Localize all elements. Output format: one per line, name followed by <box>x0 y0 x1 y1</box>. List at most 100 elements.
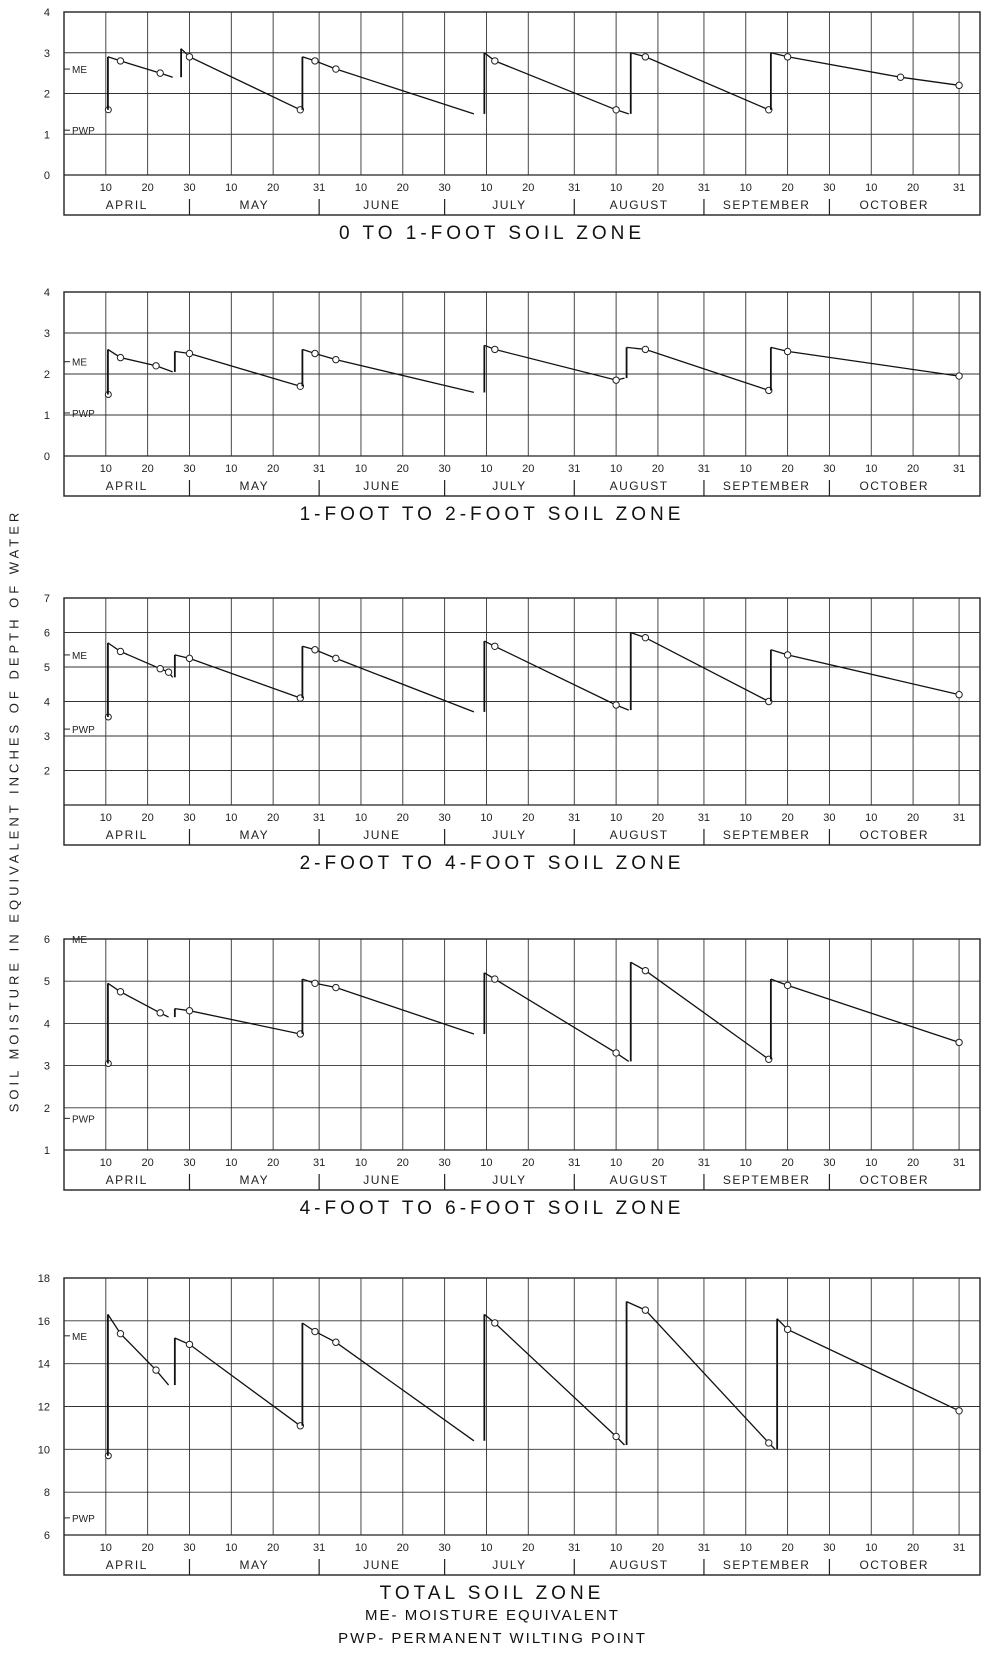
sample-point <box>185 53 194 61</box>
x-tick-label: 10 <box>355 463 367 475</box>
x-tick-label: 10 <box>225 1157 237 1169</box>
y-tick-label: 1 <box>44 410 50 422</box>
plot-frame <box>63 291 981 497</box>
sample-point <box>152 362 160 370</box>
sample-point <box>783 981 792 990</box>
x-tick-label: 20 <box>142 463 154 475</box>
x-tick-label: 20 <box>907 182 919 194</box>
legend-permanent-wilting-point: PWP- PERMANENT WILTING POINT <box>338 1630 647 1647</box>
x-tick-label: 31 <box>953 463 965 475</box>
x-tick-label: 20 <box>267 812 279 824</box>
sample-point <box>311 57 319 65</box>
y-tick-label: 2 <box>44 766 50 778</box>
x-tick-label: 20 <box>522 463 534 475</box>
month-label: OCTOBER <box>859 1173 929 1187</box>
moisture-line <box>302 56 475 115</box>
x-tick-label: 10 <box>225 1542 237 1554</box>
x-tick-label: 20 <box>142 1157 154 1169</box>
sample-point <box>955 1038 963 1047</box>
sample-point <box>612 701 620 709</box>
sample-point <box>955 690 963 699</box>
moisture-line <box>484 52 629 115</box>
x-tick-label: 10 <box>225 812 237 824</box>
sample-point <box>955 81 963 90</box>
plot-frame <box>63 11 981 216</box>
pwp-label: PWP <box>72 126 95 137</box>
x-tick-label: 20 <box>522 1542 534 1554</box>
pwp-label: PWP <box>72 1114 95 1125</box>
x-tick-label: 20 <box>781 1157 793 1169</box>
month-label: AUGUST <box>610 198 669 212</box>
y-axis-label: SOIL MOISTURE IN EQUIVALENT INCHES OF DE… <box>2 360 26 1260</box>
me-label: ME <box>72 65 87 76</box>
moisture-line <box>107 642 174 678</box>
sample-point <box>896 73 905 81</box>
x-tick-label: 30 <box>183 1157 195 1169</box>
month-label: JULY <box>492 198 526 212</box>
sample-point <box>116 647 125 656</box>
plot-frame <box>63 597 981 846</box>
x-tick-label: 10 <box>225 182 237 194</box>
y-tick-label: 2 <box>44 369 50 381</box>
x-tick-label: 20 <box>142 182 154 194</box>
panel-title: TOTAL SOIL ZONE <box>380 1583 605 1604</box>
sample-point <box>185 1007 194 1015</box>
x-tick-label: 20 <box>142 1542 154 1554</box>
x-tick-label: 10 <box>740 1157 752 1169</box>
x-tick-label: 20 <box>907 1542 919 1554</box>
moisture-line <box>770 978 960 1044</box>
sample-point <box>116 988 125 996</box>
x-tick-label: 20 <box>781 1542 793 1554</box>
x-tick-label: 31 <box>698 463 710 475</box>
chart-panel-1: 0 1 2 3 4 10 20 30 10 20 31 10 20 30 10 20 31 10 20 31 10 20 3… <box>44 7 981 244</box>
x-tick-label: 30 <box>438 812 450 824</box>
month-label: APRIL <box>106 828 148 842</box>
panel-title: 4-FOOT TO 6-FOOT SOIL ZONE <box>300 1198 685 1219</box>
x-tick-label: 10 <box>610 1542 622 1554</box>
y-tick-label: 7 <box>44 593 50 605</box>
month-label: JULY <box>492 479 526 493</box>
sample-point <box>491 642 499 650</box>
month-label: JUNE <box>363 198 400 212</box>
me-label: ME <box>72 1332 87 1343</box>
month-label: AUGUST <box>610 1558 669 1572</box>
sample-point <box>491 345 499 354</box>
x-tick-label: 20 <box>781 463 793 475</box>
moisture-line <box>302 1322 475 1442</box>
month-label: JULY <box>492 1558 526 1572</box>
moisture-line <box>484 344 625 381</box>
moisture-line <box>770 649 960 696</box>
x-tick-label: 20 <box>397 1542 409 1554</box>
x-tick-label: 20 <box>397 1157 409 1169</box>
y-tick-label: 4 <box>44 697 50 709</box>
x-tick-label: 10 <box>100 812 112 824</box>
sample-point <box>332 983 340 992</box>
y-tick-label: 6 <box>44 628 50 640</box>
x-tick-label: 10 <box>865 1542 877 1554</box>
sample-point <box>955 1407 963 1415</box>
x-tick-label: 20 <box>267 1542 279 1554</box>
x-tick-label: 20 <box>522 182 534 194</box>
month-label: MAY <box>239 479 269 493</box>
x-tick-label: 20 <box>267 182 279 194</box>
y-axis-label-text: SOIL MOISTURE IN EQUIVALENT INCHES OF DE… <box>6 508 22 1112</box>
x-tick-label: 20 <box>652 812 664 824</box>
month-label: SEPTEMBER <box>723 479 811 493</box>
y-tick-label: 5 <box>44 662 50 674</box>
moisture-line <box>484 972 630 1062</box>
y-tick-label: 4 <box>44 7 50 19</box>
moisture-line <box>302 348 475 394</box>
panel-title: 0 TO 1-FOOT SOIL ZONE <box>339 223 645 244</box>
month-label: JUNE <box>363 828 400 842</box>
x-tick-label: 10 <box>740 1542 752 1554</box>
y-tick-label: 3 <box>44 328 50 340</box>
sample-point <box>783 347 792 356</box>
month-label: OCTOBER <box>859 479 929 493</box>
x-tick-label: 10 <box>480 463 492 475</box>
moisture-line <box>302 978 475 1035</box>
moisture-line <box>770 346 960 377</box>
month-label: OCTOBER <box>859 1558 929 1572</box>
pwp-label: PWP <box>72 409 95 420</box>
chart-panel-3: 2 3 4 5 6 7 10 20 30 10 20 31 10 20 30 10 20 31 10 20 31 10 20… <box>44 593 981 874</box>
